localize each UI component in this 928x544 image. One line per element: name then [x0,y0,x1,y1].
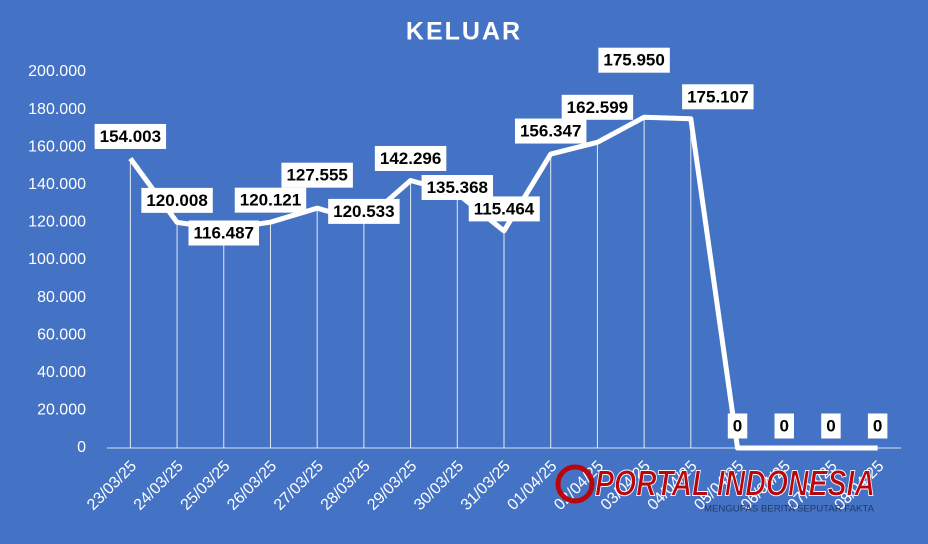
data-label: 120.008 [141,187,213,213]
data-label-box [682,84,754,110]
y-tick-label: 20.000 [37,402,86,419]
data-label-text: 0 [780,416,789,435]
data-label-box [328,198,400,224]
chart-title: KELUAR [406,18,522,46]
data-label: 0 [867,413,888,439]
data-label-box [727,413,748,439]
data-label-text: 0 [873,416,882,435]
data-label-text: 0 [826,416,835,435]
y-tick-label: 40.000 [37,364,86,381]
data-label: 175.107 [682,84,754,110]
data-label-box [514,118,587,144]
data-label-box [141,187,213,213]
watermark-icon [555,464,595,504]
data-label-text: 162.599 [567,98,628,117]
data-label-text: 115.464 [474,199,535,218]
data-label: 0 [774,413,794,439]
data-label-box [867,413,888,439]
data-label: 135.368 [421,174,494,200]
data-label: 116.487 [188,220,260,246]
y-tick-label: 0 [77,439,86,456]
data-label-text: 0 [733,416,742,435]
y-tick-label: 80.000 [37,289,86,306]
data-label: 120.533 [328,198,400,224]
data-label: 0 [727,413,748,439]
data-label: 115.464 [468,196,540,222]
data-label-text: 156.347 [520,122,581,141]
data-label-text: 127.555 [286,166,347,185]
data-label-text: 142.296 [380,149,441,168]
y-tick-label: 200.000 [28,63,86,80]
data-label-box [188,220,260,246]
data-label: 120.121 [234,187,307,213]
y-tick-label: 120.000 [28,214,86,231]
data-label: 175.950 [598,47,670,73]
data-label-text: 135.368 [427,178,488,197]
y-tick-label: 140.000 [28,176,86,193]
data-label-box [94,123,167,149]
data-label-text: 116.487 [194,223,255,242]
y-tick-label: 60.000 [37,326,86,343]
watermark-brand: PORTAL INDONESIA [595,463,875,504]
data-label-text: 175.950 [603,51,664,70]
data-label: 162.599 [561,94,634,120]
y-tick-label: 180.000 [28,101,86,118]
data-label-text: 175.107 [687,87,748,106]
data-label-box [821,413,841,439]
y-tick-label: 100.000 [28,251,86,268]
watermark-tagline: MENGUPAS BERITA SEPUTAR FAKTA [704,503,874,513]
data-label-box [421,174,494,200]
data-label-box [561,94,634,120]
data-label: 127.555 [281,162,353,188]
data-label-text: 154.003 [100,127,161,146]
data-label-text: 120.008 [146,191,207,210]
data-label-box [374,145,447,171]
data-label-box [598,47,670,73]
data-label-text: 120.121 [240,191,301,210]
data-label-box [468,196,540,222]
data-label-box [234,187,307,213]
data-label-text: 120.533 [333,202,394,221]
data-label-box [774,413,794,439]
y-tick-label: 160.000 [28,138,86,155]
data-label-box [281,162,353,188]
data-label: 156.347 [514,118,587,144]
data-label: 0 [821,413,841,439]
data-label: 142.296 [374,145,447,171]
data-label: 154.003 [94,123,167,149]
